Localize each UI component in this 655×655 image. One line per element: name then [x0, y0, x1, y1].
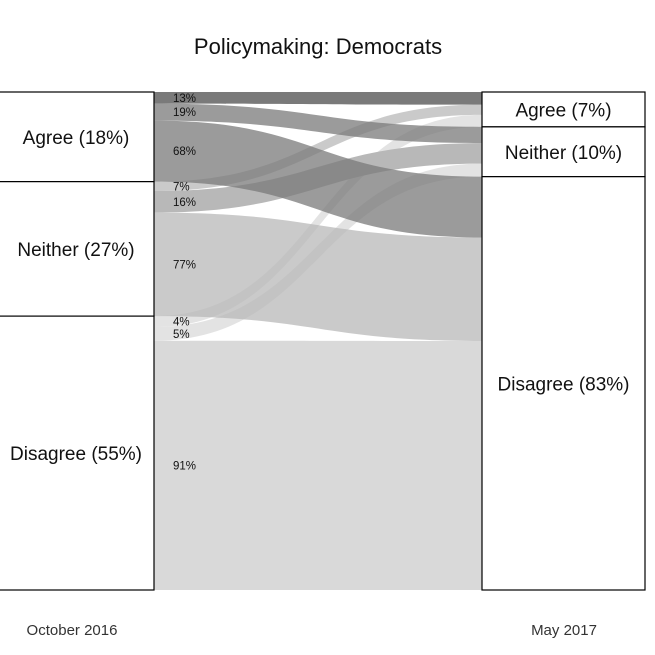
flow-neither-to-agree [154, 104, 482, 192]
left-box-label-agree: Agree (18%) [23, 128, 130, 149]
flow-label-disagree-to-neither: 5% [173, 329, 190, 341]
left-box-agree [0, 91, 155, 183]
period-label-left: October 2016 [27, 622, 118, 639]
flow-label-agree-to-agree: 13% [173, 93, 196, 105]
right-box-label-disagree: Disagree (83%) [498, 374, 630, 395]
flow-agree-to-neither [154, 103, 482, 144]
right-box-disagree [481, 176, 646, 591]
flow-label-disagree-to-disagree: 91% [173, 460, 196, 472]
left-box-disagree [0, 315, 155, 591]
flow-label-neither-to-agree: 7% [173, 181, 190, 193]
flow-disagree-to-agree [154, 114, 482, 328]
flow-labels-group: 13% 19% 68% 7% 16% 77% 4%5% 91% [173, 93, 196, 472]
flow-agree-to-agree [154, 92, 482, 105]
flow-neither-to-disagree [154, 212, 482, 341]
boxes-group: Agree (18%) Neither (27%) Disagree (55%) Ag… [0, 91, 646, 591]
flow-agree-to-disagree [154, 120, 482, 238]
left-box-label-disagree: Disagree (55%) [10, 444, 142, 465]
right-box-agree [481, 91, 646, 128]
flow-label-agree-to-neither: 19% [173, 107, 196, 119]
right-box-label-neither: Neither (10%) [505, 143, 622, 164]
right-box-label-agree: Agree (7%) [515, 100, 611, 121]
period-label-right: May 2017 [531, 622, 597, 639]
flow-label-agree-to-disagree: 68% [173, 146, 196, 158]
flows-group [154, 92, 482, 590]
right-box-neither [481, 126, 646, 178]
chart-title: Policymaking: Democrats [194, 34, 442, 59]
flow-label-disagree-to-agree: 4% [173, 317, 190, 329]
flow-disagree-to-disagree [154, 340, 482, 590]
flow-label-neither-to-neither: 16% [173, 197, 196, 209]
left-box-label-neither: Neither (27%) [17, 240, 134, 261]
flow-label-neither-to-disagree: 77% [173, 259, 196, 271]
left-box-neither [0, 181, 155, 317]
